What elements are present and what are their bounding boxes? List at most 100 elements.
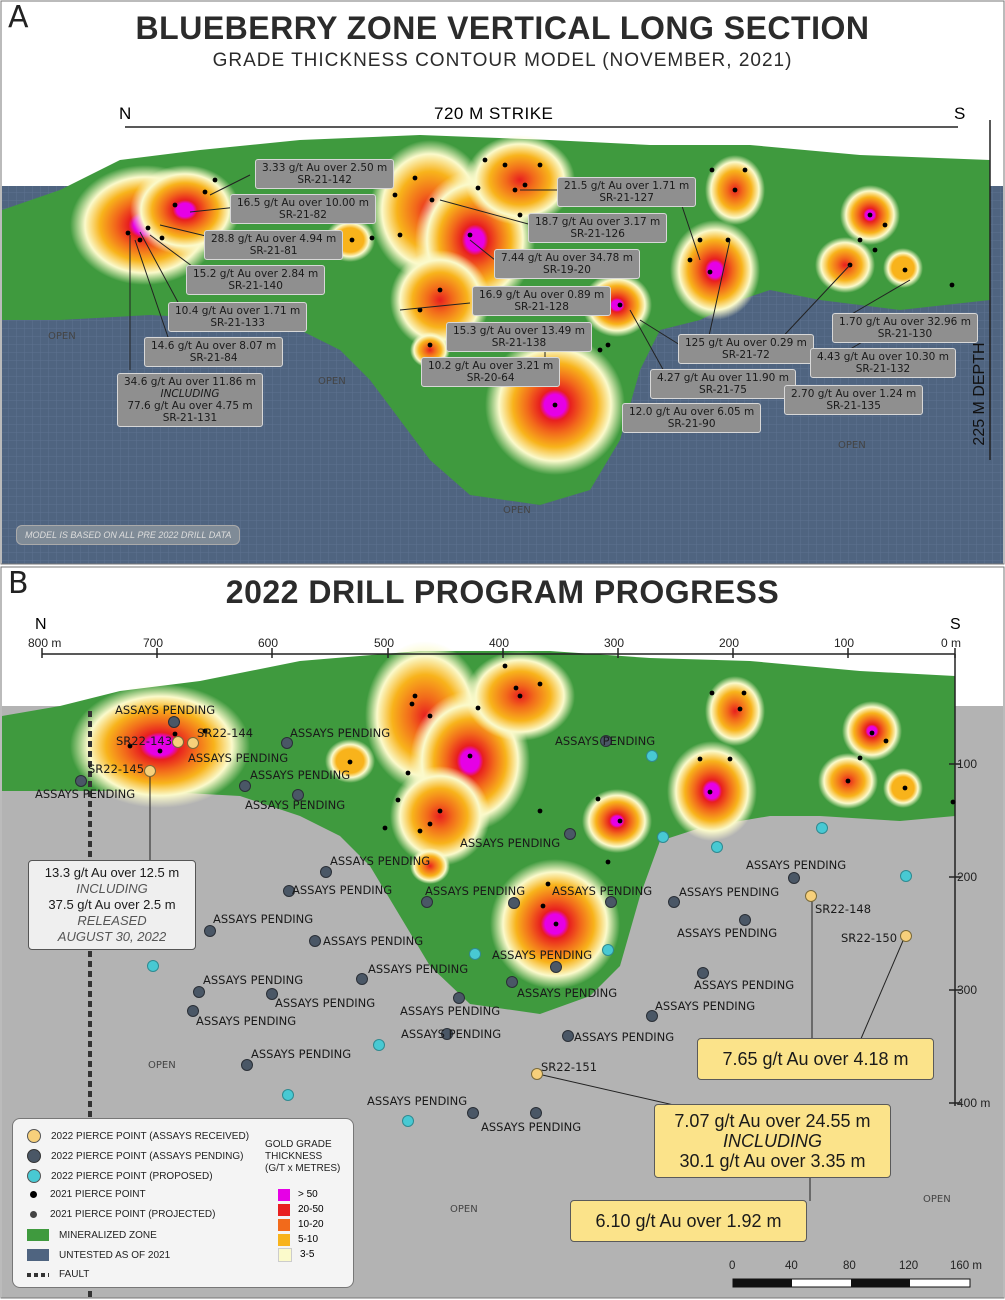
- panel-a-subtitle: GRADE THICKNESS CONTOUR MODEL (NOVEMBER,…: [212, 50, 793, 71]
- pierce-point-2021: [537, 681, 543, 687]
- legend-proposed: 2022 PIERCE POINT (PROPOSED): [27, 1169, 213, 1183]
- pierce-point-2021: [707, 789, 713, 795]
- hole-id-label: SR22-150: [841, 931, 898, 945]
- untested-swatch: [27, 1249, 49, 1261]
- assays-pending-label: ASSAYS PENDING: [251, 1047, 352, 1061]
- intercept-label: 15.2 g/t Au over 2.84 m SR-21-140: [186, 265, 326, 295]
- hole-id-label: SR22-143: [116, 734, 173, 748]
- fault-swatch: [27, 1272, 49, 1277]
- pierce-point-2021: [867, 212, 873, 218]
- pierce-point-2021: [845, 778, 851, 784]
- x-tick-label: 200: [719, 636, 740, 650]
- assays-pending-label: ASSAYS PENDING: [323, 934, 424, 948]
- scale-label: 120: [899, 1260, 919, 1272]
- north-label-a: N: [119, 104, 132, 123]
- pierce-point-pending: [668, 896, 680, 908]
- panel-a: A BLUEBERRY ZONE VERTICAL LONG SECTION G…: [0, 0, 1005, 566]
- grade-3-swatch: [278, 1247, 292, 1262]
- pierce-point-2021: [902, 785, 908, 791]
- intercept-label: 10.2 g/t Au over 3.21 m SR-20-64: [421, 357, 561, 387]
- pierce-point-2021: [553, 921, 559, 927]
- grade-5-swatch: [278, 1233, 290, 1246]
- pierce-point-2021: [537, 162, 543, 168]
- assays-pending-label: ASSAYS PENDING: [213, 912, 314, 926]
- panel-a-graphic: [0, 0, 1005, 565]
- pierce-point-2021: [857, 755, 863, 761]
- pending-swatch: [27, 1149, 41, 1163]
- assays-pending-label: ASSAYS PENDING: [290, 726, 391, 740]
- intercept-label: 34.6 g/t Au over 11.86 m INCLUDING 77.6 g/…: [117, 373, 263, 427]
- pierce-point-2021: [517, 212, 523, 218]
- open-label: OPEN: [838, 440, 866, 451]
- pierce-point-proposed: [469, 948, 481, 960]
- pierce-point-2021: [349, 237, 355, 243]
- intercept-label: 4.27 g/t Au over 11.90 m SR-21-75: [650, 369, 796, 399]
- legend-received: 2022 PIERCE POINT (ASSAYS RECEIVED): [27, 1129, 249, 1143]
- legend-untested: UNTESTED AS OF 2021: [27, 1249, 170, 1261]
- pierce-point-pending: [600, 735, 612, 747]
- assays-pending-label: ASSAYS PENDING: [460, 836, 561, 850]
- pierce-point-2021: [137, 237, 143, 243]
- open-label: OPEN: [450, 1204, 478, 1215]
- result-box-sr22-148: 7.65 g/t Au over 4.18 m: [697, 1038, 934, 1080]
- assays-pending-label: ASSAYS PENDING: [367, 1094, 468, 1108]
- pierce-point-proposed: [646, 750, 658, 762]
- result-box-sr22-151: 7.07 g/t Au over 24.55 m INCLUDING 30.1 …: [654, 1104, 891, 1178]
- pierce-point-2021: [741, 690, 747, 696]
- hole-id-label: SR22-151: [541, 1060, 598, 1074]
- pierce-point-2021: [347, 759, 353, 765]
- pierce-point-2021: [172, 202, 178, 208]
- pierce-point-2021: [417, 828, 423, 834]
- pierce-point-pending: [441, 1028, 453, 1040]
- pierce-point-2021: [125, 230, 131, 236]
- pierce-point-2021: [392, 192, 398, 198]
- pierce-point-2021: [513, 685, 519, 691]
- y-tick-label: 200: [957, 870, 978, 884]
- pierce-point-2021: [707, 269, 713, 275]
- pierce-point-2021: [709, 690, 715, 696]
- pierce-point-2021: [382, 825, 388, 831]
- pierce-point-2021: [159, 235, 165, 241]
- assays-pending-label: ASSAYS PENDING: [574, 1030, 675, 1044]
- pierce-point-2021: [595, 796, 601, 802]
- pierce-point-pending: [292, 789, 304, 801]
- intercept-label: 15.3 g/t Au over 13.49 m SR-21-138: [446, 322, 592, 352]
- pierce-point-2021: [697, 237, 703, 243]
- pierce-point-pending: [75, 775, 87, 787]
- open-label: OPEN: [318, 376, 346, 387]
- received-swatch: [27, 1129, 41, 1143]
- grade-swatches: > 50 20-50 10-20 5-10 3-5: [278, 1187, 324, 1262]
- pierce-point-received: [187, 737, 199, 749]
- pierce-point-2021: [437, 287, 443, 293]
- pierce-point-2021: [617, 818, 623, 824]
- south-label-b: S: [950, 616, 961, 633]
- pierce-point-proposed: [147, 960, 159, 972]
- pierce-point-2021: [537, 808, 543, 814]
- mineralized-zone: [2, 135, 990, 505]
- pierce-point-2021: [395, 797, 401, 803]
- pierce-point-pending: [562, 1030, 574, 1042]
- pierce-point-proposed: [711, 841, 723, 853]
- pierce-point-2021: [605, 342, 611, 348]
- intercept-label: 2.70 g/t Au over 1.24 m SR-21-135: [784, 385, 924, 415]
- y-tick-label: 400 m: [957, 1096, 991, 1110]
- pierce-point-2021: [412, 693, 418, 699]
- pierce-point-2021: [949, 282, 955, 288]
- pierce-point-2021: [482, 157, 488, 163]
- legend-fault: FAULT: [27, 1269, 89, 1280]
- x-tick-label: 100: [834, 636, 855, 650]
- grade-10-swatch: [278, 1218, 290, 1231]
- pierce-point-received: [531, 1068, 543, 1080]
- x-tick-label: 700: [143, 636, 164, 650]
- grade-legend-title: GOLD GRADE THICKNESS (G/T x METRES): [265, 1139, 341, 1174]
- south-label-a: S: [954, 104, 966, 123]
- pierce-point-pending: [204, 925, 216, 937]
- assays-pending-label: ASSAYS PENDING: [492, 948, 593, 962]
- pierce-point-2021: [869, 730, 875, 736]
- pierce-point-received: [172, 736, 184, 748]
- pierce-point-received: [144, 765, 156, 777]
- scale-label: 160 m: [950, 1260, 982, 1272]
- pierce-point-2021: [475, 185, 481, 191]
- pierce-point-received: [805, 890, 817, 902]
